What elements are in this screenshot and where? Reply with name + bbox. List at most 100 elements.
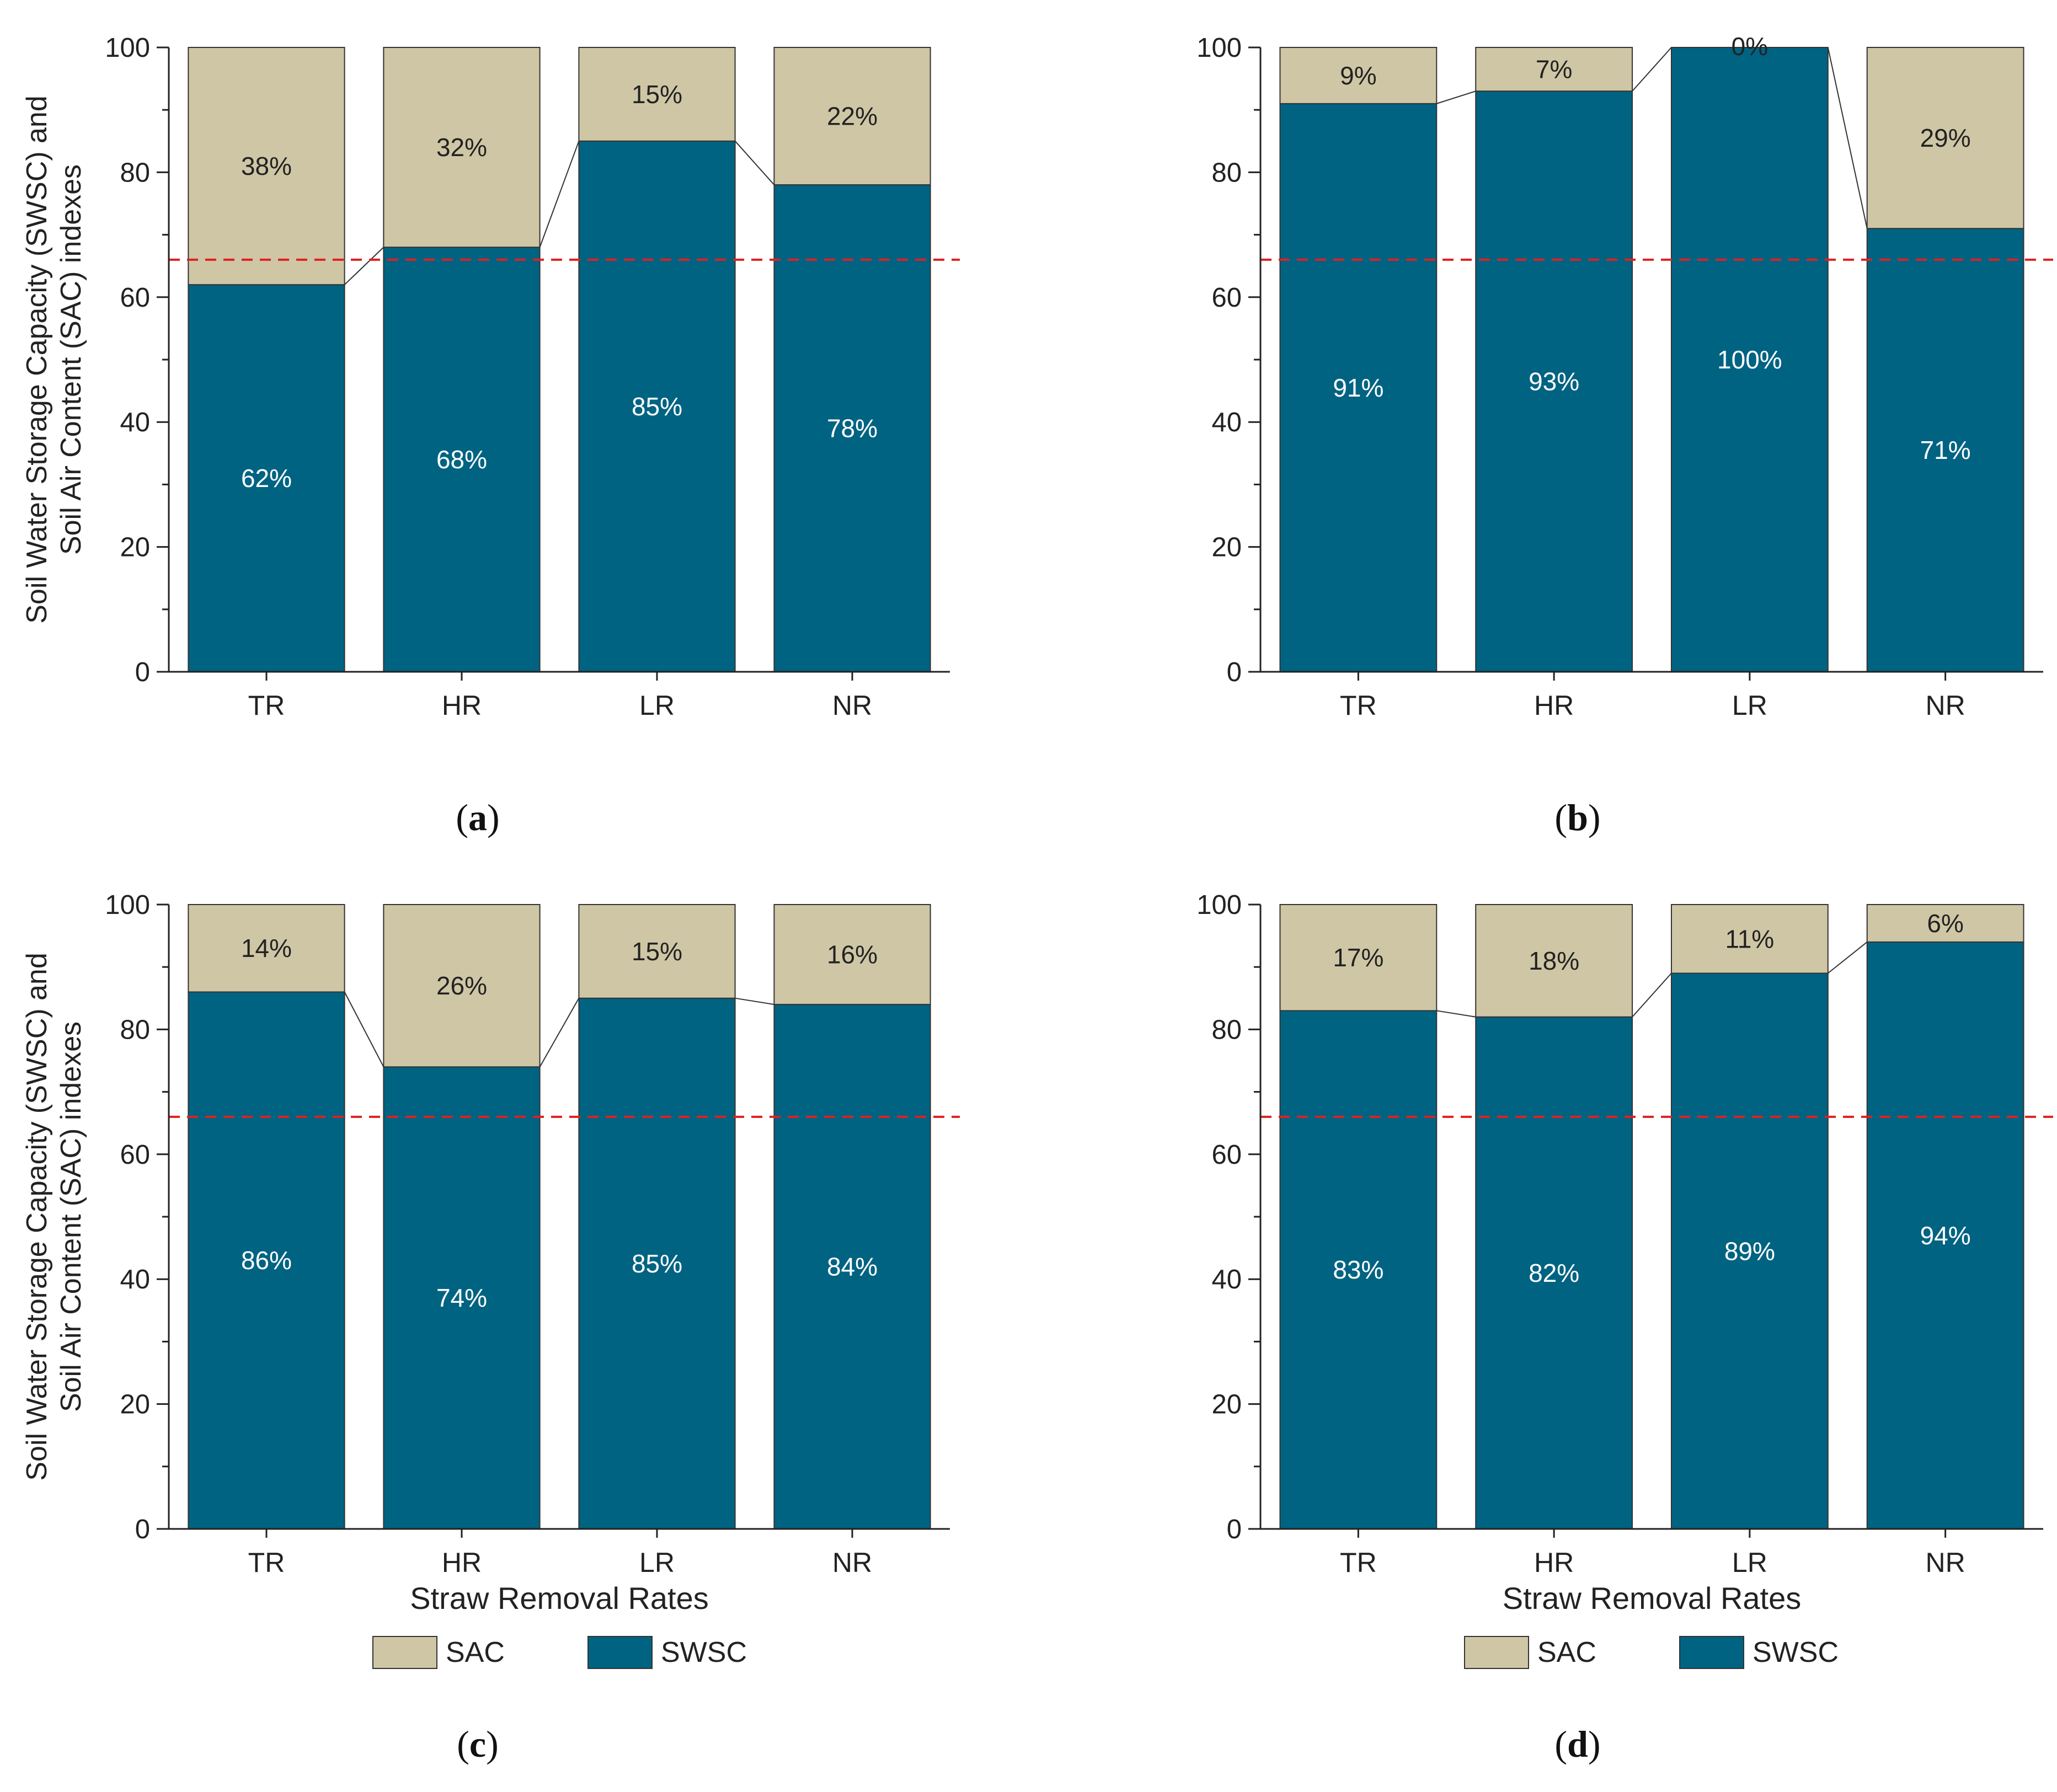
series-connector [1436,90,1476,104]
series-connector [539,141,580,248]
bar-sac [188,904,345,993]
panel-label-open: ( [1554,796,1567,838]
data-label-swsc: 82% [1529,1259,1579,1287]
legend-swatch-sac [372,1636,437,1669]
x-tick-label: NR [832,690,872,721]
bar-sac [383,47,541,248]
legend-swatch-swsc [587,1636,653,1669]
panel-label-close: ) [1588,796,1601,838]
x-tick-label: TR [248,690,285,721]
series-connector [344,992,384,1067]
bar-swsc [1279,103,1438,672]
data-label-swsc: 62% [241,464,292,493]
y-tick-label: 80 [120,158,150,188]
bar-swsc [188,991,345,1529]
x-tick-label: TR [1340,690,1377,721]
panel-label: (a) [456,796,499,838]
bar-sac [1670,904,1829,974]
bar-swsc [578,140,736,673]
data-label-swsc: 84% [827,1253,878,1281]
panel-label-close: ) [487,796,500,838]
panel-label-letter: d [1567,1723,1588,1765]
data-label-sac: 0% [1732,32,1768,61]
data-label-swsc: 93% [1529,367,1579,396]
bar-swsc [1475,1016,1633,1529]
y-tick-label: 80 [1211,158,1242,188]
bar-swsc [773,184,931,673]
data-label-swsc: 85% [632,1249,682,1278]
series-connector [1436,1010,1476,1018]
bar-sac [773,47,931,186]
y-tick-label: 0 [135,1515,150,1544]
data-label-swsc: 74% [436,1283,487,1312]
x-tick-label: LR [1732,690,1767,721]
y-tick-label: 100 [105,33,150,63]
data-label-sac: 15% [632,937,682,966]
bar-sac [1279,47,1438,104]
data-label-sac: 32% [436,133,487,162]
series-connector [1827,47,1868,229]
panel-label-open: ( [1554,1723,1567,1765]
bar-swsc [578,997,736,1530]
data-label-swsc: 86% [241,1246,292,1275]
bar-sac [1866,904,2024,943]
x-tick-label: LR [1732,1547,1767,1578]
legend-label-swsc: SWSC [1753,1636,1839,1668]
x-tick-label: HR [442,1547,482,1578]
bar-swsc [383,1066,541,1529]
bar-swsc [1279,1010,1438,1529]
y-tick-label: 40 [1211,408,1242,437]
data-label-swsc: 68% [436,445,487,474]
x-tick-label: NR [832,1547,872,1578]
bar-swsc [1475,90,1633,673]
panel-label: (c) [457,1723,499,1765]
data-label-sac: 11% [1725,924,1775,953]
panel-label-letter: c [469,1723,486,1765]
series-connector [344,247,384,285]
legend-label-sac: SAC [446,1636,505,1668]
panel-label-close: ) [486,1723,499,1765]
bar-sac [578,47,736,142]
x-tick-label: TR [1340,1547,1377,1578]
panel-label: (b) [1554,796,1600,838]
y-tick-label: 20 [1211,533,1242,563]
x-tick-label: HR [1534,1547,1574,1578]
bar-sac [578,904,736,999]
chart-panel-a: 62% 38% TR 68% 32% HR 85% 15% LR 78% 22% NR 0 20 40 60 8… [21,33,960,838]
x-tick-label: NR [1926,690,1965,721]
y-axis-label: Soil Water Storage Capacity (SWSC) and [21,953,53,1481]
bar-sac [383,904,541,1068]
bar-sac [1279,904,1438,1012]
y-tick-label: 20 [1211,1390,1242,1420]
series-connector [539,998,580,1067]
panel-label-close: ) [1588,1723,1601,1765]
panel-label-open: ( [456,796,468,838]
series-connector [1632,47,1672,92]
y-tick-label: 60 [120,283,150,313]
panel-label-letter: a [468,796,487,838]
bar-sac [188,47,345,286]
data-label-sac: 38% [241,152,292,180]
data-label-sac: 14% [241,934,292,962]
data-label-swsc: 91% [1333,373,1383,402]
y-tick-label: 20 [120,533,150,563]
bar-swsc [1670,972,1829,1529]
data-label-swsc: 78% [827,414,878,443]
data-label-swsc: 100% [1717,345,1782,374]
data-label-sac: 9% [1340,61,1376,90]
data-label-swsc: 89% [1724,1237,1775,1265]
y-tick-label: 60 [1211,1140,1242,1170]
legend: SAC SWSC [1464,1636,1839,1669]
bar-sac [1866,47,2024,229]
data-label-sac: 7% [1536,55,1572,84]
series-connector [1828,942,1868,974]
x-tick-label: HR [442,690,482,721]
legend-label-swsc: SWSC [661,1636,747,1668]
y-axis-label: Soil Air Content (SAC) indexes [55,1021,87,1412]
bar-swsc [1866,941,2024,1529]
bar-sac [773,904,931,1005]
series-connector [735,997,774,1005]
panel-label: (d) [1554,1723,1600,1765]
y-tick-label: 80 [1211,1015,1242,1045]
